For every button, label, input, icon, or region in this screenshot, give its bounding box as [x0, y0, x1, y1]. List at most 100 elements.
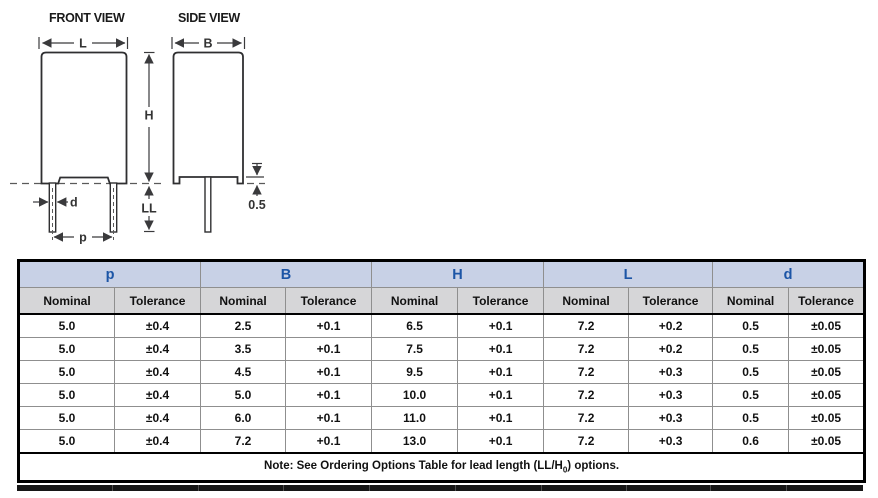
dimensions-table: p B H L d Nominal Tolerance Nominal Tole… [17, 259, 867, 491]
table-cell: +0.3 [628, 429, 714, 454]
dim-B: B [171, 37, 246, 51]
dim-H-label: H [144, 109, 153, 123]
table-cell: 0.6 [712, 429, 790, 454]
side-view-lead [204, 176, 212, 233]
front-view-body [40, 51, 128, 185]
table-cell: 7.2 [543, 429, 630, 454]
table-cell: ±0.4 [114, 337, 202, 361]
dim-p-label: p [79, 231, 87, 245]
table-cell: 10.0 [371, 383, 459, 407]
group-header-L: L [543, 260, 714, 288]
table-cell: ±0.05 [788, 406, 865, 430]
side-view-title: SIDE VIEW [178, 11, 240, 25]
table-cell: ±0.05 [788, 429, 865, 454]
group-header-d: d [712, 260, 865, 288]
table-row: 5.0 ±0.4 6.0 +0.1 11.0 +0.1 7.2 +0.3 0.5… [18, 406, 865, 430]
table-cell: +0.1 [457, 314, 545, 338]
table-cell: 0.5 [712, 383, 790, 407]
table-cell: 4.5 [200, 360, 287, 384]
dim-standoff-label: 0.5 [248, 198, 265, 212]
table-cell: +0.1 [285, 383, 373, 407]
table-row: 5.0 ±0.4 7.2 +0.1 13.0 +0.1 7.2 +0.3 0.6… [18, 429, 865, 454]
dim-p: p [53, 231, 113, 245]
table-cell: +0.1 [457, 406, 545, 430]
subheader-cell: Nominal [712, 287, 790, 315]
table-cell: ±0.4 [114, 314, 202, 338]
subheader-cell: Nominal [18, 287, 115, 315]
table-cell: ±0.4 [114, 406, 202, 430]
table-cell: +0.1 [457, 383, 545, 407]
table-cell: 5.0 [18, 406, 115, 430]
table-cell: +0.3 [628, 406, 714, 430]
table-cell: 7.2 [200, 429, 287, 454]
subheader-cell: Nominal [371, 287, 459, 315]
dim-L: L [38, 37, 129, 51]
subheader-cell: Tolerance [457, 287, 545, 315]
dim-LL: LL [141, 186, 157, 233]
table-cell: ±0.4 [114, 360, 202, 384]
table-cell: +0.1 [457, 429, 545, 454]
table-cell: ±0.05 [788, 314, 865, 338]
subheader-row: Nominal Tolerance Nominal Tolerance Nomi… [18, 287, 865, 315]
table-cell: 5.0 [18, 337, 115, 361]
table-cell: 7.2 [543, 406, 630, 430]
dim-H: H [144, 51, 155, 182]
table-cell: 11.0 [371, 406, 459, 430]
table-cell: 5.0 [18, 360, 115, 384]
table-cell: ±0.05 [788, 383, 865, 407]
table-cell: 0.5 [712, 337, 790, 361]
cutoff-next-row [17, 485, 863, 491]
note-subscript: 0 [562, 465, 568, 475]
dim-B-label: B [203, 37, 212, 51]
front-view-title: FRONT VIEW [49, 11, 125, 25]
dim-L-label: L [79, 37, 87, 51]
group-header-row: p B H L d [18, 260, 865, 288]
table-cell: 13.0 [371, 429, 459, 454]
table-cell: +0.3 [628, 360, 714, 384]
subheader-cell: Tolerance [114, 287, 202, 315]
table-cell: 7.2 [543, 360, 630, 384]
note-suffix: ) options. [567, 459, 620, 472]
table-cell: 5.0 [200, 383, 287, 407]
subheader-cell: Tolerance [788, 287, 865, 315]
table-cell: 5.0 [18, 314, 115, 338]
table-cell: 7.2 [543, 383, 630, 407]
table-cell: ±0.4 [114, 383, 202, 407]
group-header-p: p [18, 260, 202, 288]
table-cell: +0.2 [628, 337, 714, 361]
table-cell: +0.1 [285, 314, 373, 338]
table-cell: +0.1 [457, 337, 545, 361]
table-cell: +0.1 [285, 337, 373, 361]
side-view-body [172, 51, 244, 185]
table-cell: 2.5 [200, 314, 287, 338]
table-cell: ±0.4 [114, 429, 202, 454]
table-cell: 0.5 [712, 314, 790, 338]
subheader-cell: Tolerance [285, 287, 373, 315]
table-row: 5.0 ±0.4 4.5 +0.1 9.5 +0.1 7.2 +0.3 0.5 … [18, 360, 865, 384]
group-header-H: H [371, 260, 545, 288]
table-cell: 6.5 [371, 314, 459, 338]
table-row: 5.0 ±0.4 2.5 +0.1 6.5 +0.1 7.2 +0.2 0.5 … [18, 314, 865, 338]
dimensions-table-grid: p B H L d Nominal Tolerance Nominal Tole… [17, 259, 867, 483]
table-cell: +0.1 [457, 360, 545, 384]
table-cell: ±0.05 [788, 337, 865, 361]
dim-d-label: d [70, 196, 78, 210]
table-cell: +0.2 [628, 314, 714, 338]
group-header-B: B [200, 260, 373, 288]
subheader-cell: Tolerance [628, 287, 714, 315]
table-cell: 7.2 [543, 337, 630, 361]
note-row: Note: See Ordering Options Table for lea… [18, 452, 865, 482]
table-cell: 9.5 [371, 360, 459, 384]
table-cell: +0.1 [285, 406, 373, 430]
table-cell: 7.2 [543, 314, 630, 338]
table-cell: 5.0 [18, 429, 115, 454]
note-text: Note: See Ordering Options Table for lea… [18, 452, 865, 482]
table-cell: 6.0 [200, 406, 287, 430]
table-cell: +0.3 [628, 383, 714, 407]
dim-d: d [33, 196, 78, 210]
front-view-leads [48, 182, 118, 240]
table-cell: ±0.05 [788, 360, 865, 384]
subheader-cell: Nominal [200, 287, 287, 315]
table-cell: +0.1 [285, 360, 373, 384]
table-cell: +0.1 [285, 429, 373, 454]
